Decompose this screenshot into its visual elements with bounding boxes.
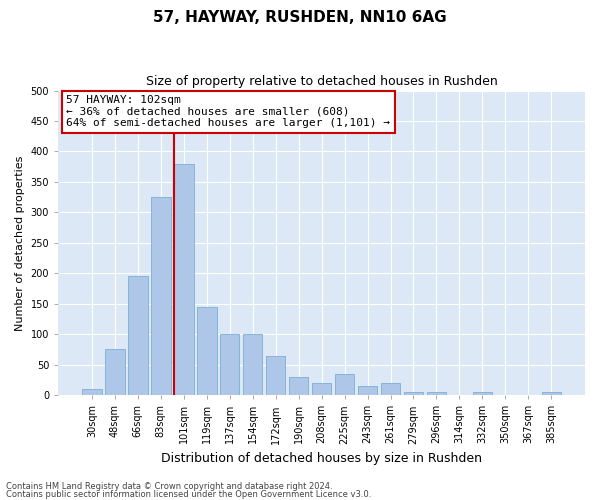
Text: Contains HM Land Registry data © Crown copyright and database right 2024.: Contains HM Land Registry data © Crown c…: [6, 482, 332, 491]
Bar: [289, 377, 308, 395]
Bar: [220, 334, 239, 395]
Text: 57 HAYWAY: 102sqm
← 36% of detached houses are smaller (608)
64% of semi-detache: 57 HAYWAY: 102sqm ← 36% of detached hous…: [66, 95, 390, 128]
Bar: [335, 374, 355, 395]
Bar: [174, 164, 194, 395]
Y-axis label: Number of detached properties: Number of detached properties: [15, 155, 25, 330]
Text: Contains public sector information licensed under the Open Government Licence v3: Contains public sector information licen…: [6, 490, 371, 499]
Bar: [266, 356, 286, 395]
X-axis label: Distribution of detached houses by size in Rushden: Distribution of detached houses by size …: [161, 452, 482, 465]
Bar: [404, 392, 423, 395]
Bar: [243, 334, 262, 395]
Bar: [542, 392, 561, 395]
Text: 57, HAYWAY, RUSHDEN, NN10 6AG: 57, HAYWAY, RUSHDEN, NN10 6AG: [153, 10, 447, 25]
Bar: [82, 389, 101, 395]
Bar: [427, 392, 446, 395]
Bar: [128, 276, 148, 395]
Title: Size of property relative to detached houses in Rushden: Size of property relative to detached ho…: [146, 75, 497, 88]
Bar: [381, 383, 400, 395]
Bar: [151, 197, 170, 395]
Bar: [358, 386, 377, 395]
Bar: [105, 350, 125, 395]
Bar: [312, 383, 331, 395]
Bar: [473, 392, 492, 395]
Bar: [197, 307, 217, 395]
